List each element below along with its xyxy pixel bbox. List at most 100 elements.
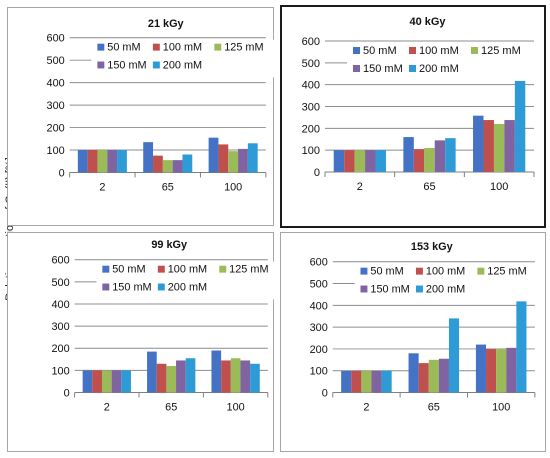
legend-swatch-50-mm	[102, 265, 110, 273]
y-tick-label: 300	[302, 102, 320, 114]
y-tick-label: 0	[322, 388, 328, 400]
legend-swatch-125-mm	[471, 47, 478, 54]
bar-100-mm-100	[221, 360, 231, 393]
chart-title: 153 kGy	[411, 241, 453, 253]
legend-swatch-150-mm	[102, 283, 110, 291]
bar-100-mm-100	[218, 144, 229, 173]
y-tick-label: 200	[302, 123, 320, 135]
x-tick-label: 2	[104, 401, 110, 413]
bar-100-mm-2	[92, 370, 102, 393]
legend-swatch-125-mm	[219, 265, 227, 273]
y-tick-label: 100	[51, 365, 69, 377]
legend-label-150-mm: 150 mM	[363, 63, 403, 75]
bar-200-mm-2	[117, 150, 127, 173]
legend-label-125-mm: 125 mM	[229, 264, 268, 276]
legend-background	[96, 261, 285, 300]
bar-125-mm-2	[101, 370, 112, 393]
legend-background	[91, 39, 280, 78]
bar-125-mm-2	[361, 370, 372, 393]
y-tick-label: 500	[302, 58, 320, 70]
bar-50-mm-100	[208, 137, 219, 173]
legend-label-100-mm: 100 mM	[426, 266, 465, 278]
bar-50-mm-2	[333, 150, 345, 172]
bar-50-mm-65	[403, 137, 414, 172]
chart-svg-99-kgy: 99 kGy 0 100 200 300 400 500 600 2 65 100 50 mM 100 …	[51, 239, 285, 413]
y-tick-label: 300	[51, 321, 69, 333]
legend-swatch-150-mm	[360, 285, 368, 293]
chart-panel-40-kgy: 40 kGy 0 100 200 300 400 500 600 2 65 100 50 mM 100 …	[280, 5, 546, 228]
y-tick-label: 300	[47, 100, 65, 112]
y-tick-label: 500	[47, 55, 65, 67]
bar-200-mm-65	[445, 138, 456, 172]
chart-svg-21-kgy: 21 kGy 0 100 200 300 400 500 600 2 65 100 50 mM 100 …	[47, 18, 280, 193]
legend-label-100-mm: 100 mM	[419, 45, 459, 57]
legend-swatch-150-mm	[97, 61, 105, 69]
x-tick-label: 100	[227, 401, 245, 413]
y-tick-label: 600	[47, 33, 65, 45]
x-tick-label: 2	[357, 181, 363, 193]
chart-panel-99-kgy: 99 kGy 0 100 200 300 400 500 600 2 65 100 50 mM 100 …	[7, 232, 285, 452]
y-tick-label: 200	[47, 123, 65, 135]
legend-swatch-100-mm	[409, 47, 416, 54]
bar-150-mm-2	[111, 370, 122, 393]
legend-label-200-mm: 200 mM	[419, 63, 459, 75]
x-tick-label: 65	[162, 181, 174, 193]
bar-50-mm-65	[143, 142, 154, 173]
bar-125-mm-2	[97, 150, 108, 173]
bar-100-mm-65	[413, 149, 425, 172]
legend-swatch-50-mm	[353, 47, 360, 54]
x-tick-label: 100	[224, 181, 242, 193]
bar-125-mm-100	[228, 151, 239, 173]
legend-swatch-200-mm	[409, 65, 416, 72]
legend-label-150-mm: 150 mM	[370, 283, 409, 295]
legend-swatch-100-mm	[415, 267, 423, 275]
legend-swatch-100-mm	[157, 265, 165, 273]
bar-100-mm-65	[418, 363, 429, 393]
bar-200-mm-2	[375, 150, 386, 172]
x-tick-label: 65	[165, 401, 177, 413]
y-tick-label: 400	[51, 299, 69, 311]
legend-swatch-200-mm	[415, 285, 423, 293]
y-tick-label: 400	[302, 80, 320, 92]
legend-label-200-mm: 200 mM	[163, 59, 202, 71]
bar-150-mm-65	[172, 160, 183, 173]
chart-title: 40 kGy	[409, 16, 446, 28]
y-tick-label: 100	[310, 366, 328, 378]
bar-125-mm-100	[230, 358, 241, 393]
legend-swatch-200-mm	[157, 283, 165, 291]
x-tick-label: 2	[363, 401, 369, 413]
bar-125-mm-65	[162, 160, 173, 173]
x-tick-label: 2	[99, 181, 105, 193]
bar-200-mm-2	[381, 370, 392, 393]
chart-title: 21 kGy	[148, 18, 184, 30]
bar-125-mm-100	[493, 123, 505, 172]
legend-label-50-mm: 50 mM	[363, 45, 397, 57]
bar-150-mm-100	[240, 360, 251, 393]
chart-svg-153-kgy: 153 kGy 0 100 200 300 400 500 600 2 65 100 50 mM 100…	[310, 241, 543, 413]
x-tick-label: 100	[490, 181, 508, 193]
bar-50-mm-100	[475, 344, 487, 393]
chart-panel-153-kgy: 153 kGy 0 100 200 300 400 500 600 2 65 100 50 mM 100…	[280, 232, 546, 452]
bar-125-mm-2	[354, 150, 366, 172]
y-tick-label: 300	[310, 322, 328, 334]
bar-200-mm-65	[448, 318, 460, 393]
y-tick-label: 0	[64, 388, 70, 400]
bar-100-mm-100	[483, 120, 494, 172]
bar-150-mm-100	[504, 120, 515, 172]
bar-100-mm-65	[153, 155, 163, 173]
legend-label-125-mm: 125 mM	[224, 42, 263, 54]
y-tick-label: 400	[47, 78, 65, 90]
bar-50-mm-65	[147, 351, 157, 393]
bar-150-mm-100	[506, 347, 517, 393]
bar-100-mm-2	[87, 150, 98, 173]
legend-swatch-125-mm	[214, 43, 222, 51]
bar-50-mm-2	[341, 370, 352, 393]
legend-label-125-mm: 125 mM	[481, 45, 521, 57]
bar-200-mm-2	[121, 370, 131, 393]
bar-50-mm-100	[473, 115, 484, 172]
legend-label-50-mm: 50 mM	[107, 42, 140, 54]
chart-panel-21-kgy: 21 kGy 0 100 200 300 400 500 600 2 65 100 50 mM 100 …	[7, 7, 280, 226]
legend-swatch-150-mm	[353, 65, 360, 72]
bar-100-mm-100	[486, 348, 497, 393]
